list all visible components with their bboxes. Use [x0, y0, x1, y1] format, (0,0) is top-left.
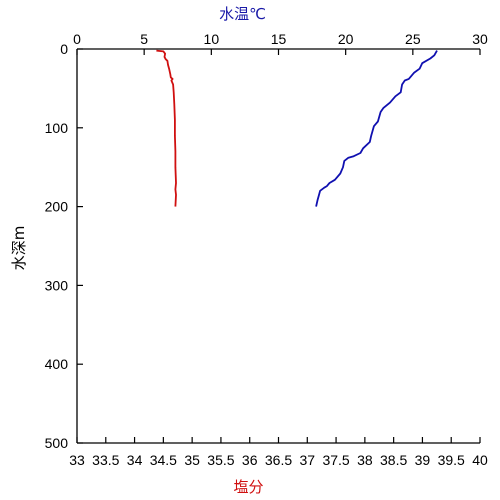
top-axis-tick-label: 0 [73, 31, 81, 47]
bottom-axis-tick-label: 34 [127, 452, 143, 468]
top-axis-tick-label: 30 [472, 31, 488, 47]
bottom-axis-tick-label: 37.5 [322, 452, 349, 468]
y-axis-tick-label: 400 [45, 356, 69, 372]
bottom-axis-tick-label: 38.5 [380, 452, 407, 468]
bottom-axis-tick-label: 33 [69, 452, 85, 468]
y-axis-tick-label: 500 [45, 435, 69, 451]
bottom-axis-tick-label: 36 [242, 452, 258, 468]
bottom-axis-tick-label: 39 [415, 452, 431, 468]
bottom-axis-tick-label: 35 [184, 452, 200, 468]
top-axis-tick-label: 10 [204, 31, 220, 47]
tick-labels: 0 5 10 15 20 25 30 33 33.5 34 34.5 35 35.5 36 36.5 37 37… [45, 31, 488, 468]
bottom-axis-tick-label: 37 [299, 452, 315, 468]
top-axis-tick-label: 20 [338, 31, 354, 47]
y-axis-tick-label: 0 [60, 41, 68, 57]
bottom-axis-tick-label: 40 [472, 452, 488, 468]
top-axis-tick-label: 5 [140, 31, 148, 47]
bottom-axis-title: 塩分 [233, 478, 263, 496]
axis-ticks [76, 48, 481, 444]
temperature-profile-line [315, 50, 438, 207]
bottom-axis-tick-label: 38 [357, 452, 373, 468]
y-axis-title: 水深m [10, 226, 28, 271]
bottom-axis-tick-label: 33.5 [92, 452, 119, 468]
y-axis-tick-label: 300 [45, 277, 69, 293]
top-axis-tick-label: 25 [405, 31, 421, 47]
bottom-axis-tick-label: 39.5 [438, 452, 465, 468]
top-axis-title: 水温℃ [219, 5, 266, 23]
bottom-axis-tick-label: 34.5 [150, 452, 177, 468]
y-axis-tick-label: 200 [45, 199, 69, 215]
y-axis-tick-label: 100 [45, 120, 69, 136]
salinity-profile-line [156, 49, 177, 207]
bottom-axis-tick-label: 36.5 [265, 452, 292, 468]
top-axis-tick-label: 15 [271, 31, 287, 47]
bottom-axis-tick-label: 35.5 [207, 452, 234, 468]
data-series [156, 49, 438, 207]
